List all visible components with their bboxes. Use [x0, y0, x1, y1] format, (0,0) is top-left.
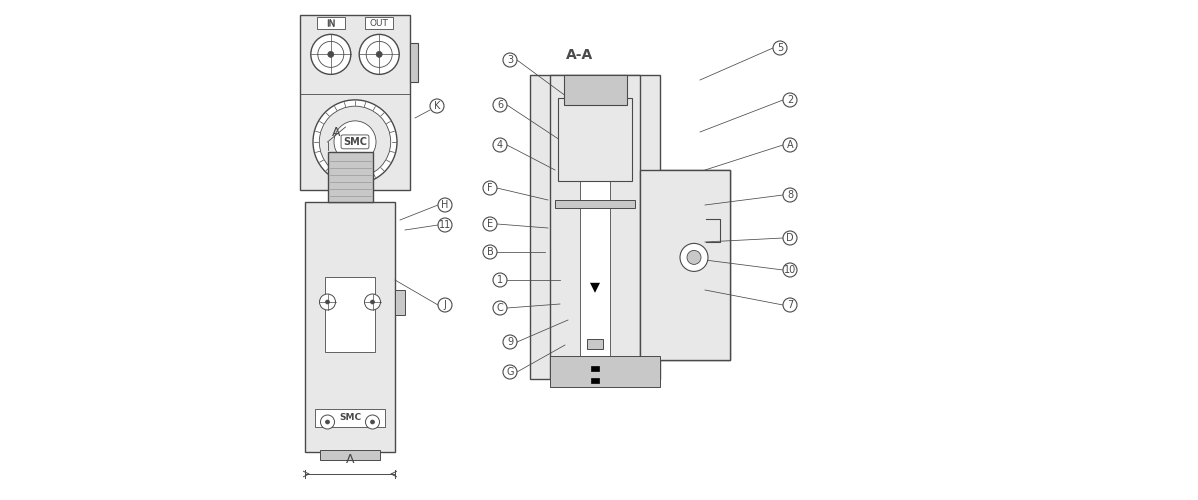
Circle shape — [370, 420, 375, 424]
Bar — [591, 378, 599, 383]
Circle shape — [320, 106, 391, 178]
Bar — [550, 356, 660, 386]
Text: 8: 8 — [787, 190, 793, 200]
Circle shape — [483, 245, 497, 259]
Bar — [365, 17, 393, 29]
Bar — [327, 152, 373, 202]
Text: IN: IN — [326, 18, 335, 28]
Circle shape — [334, 121, 376, 163]
Text: OUT: OUT — [370, 18, 388, 28]
Circle shape — [686, 250, 701, 264]
Bar — [315, 409, 385, 427]
Circle shape — [317, 42, 344, 68]
Circle shape — [783, 263, 797, 277]
Circle shape — [310, 34, 351, 74]
Text: J: J — [443, 300, 447, 310]
Text: 1: 1 — [497, 275, 503, 285]
Circle shape — [320, 294, 335, 310]
Circle shape — [783, 93, 797, 107]
Text: 2: 2 — [787, 95, 793, 105]
Text: SMC: SMC — [339, 414, 361, 422]
Circle shape — [321, 415, 334, 429]
Text: 10: 10 — [783, 265, 797, 275]
Circle shape — [503, 335, 518, 349]
Circle shape — [503, 365, 518, 379]
Text: A: A — [332, 126, 340, 139]
Circle shape — [773, 41, 787, 55]
Circle shape — [328, 52, 334, 58]
Text: F: F — [488, 183, 492, 193]
Circle shape — [313, 100, 397, 184]
Bar — [555, 200, 635, 208]
Text: D: D — [786, 233, 794, 243]
Text: K: K — [434, 101, 440, 111]
Bar — [550, 75, 640, 379]
Bar — [320, 450, 380, 460]
Circle shape — [494, 98, 507, 112]
Circle shape — [483, 181, 497, 195]
Circle shape — [326, 300, 329, 304]
Polygon shape — [530, 75, 730, 379]
Circle shape — [359, 34, 399, 74]
Circle shape — [483, 217, 497, 231]
Circle shape — [370, 300, 375, 304]
Circle shape — [326, 420, 329, 424]
Circle shape — [438, 198, 452, 212]
Text: 11: 11 — [438, 220, 452, 230]
Circle shape — [438, 298, 452, 312]
Bar — [395, 290, 405, 314]
Circle shape — [430, 99, 444, 113]
Circle shape — [494, 273, 507, 287]
Bar — [558, 98, 633, 182]
Bar — [316, 17, 345, 29]
Text: G: G — [507, 367, 514, 377]
Text: 3: 3 — [507, 55, 513, 65]
Text: E: E — [486, 219, 494, 229]
Text: IN: IN — [326, 20, 335, 29]
Text: C: C — [497, 303, 503, 313]
Bar — [325, 277, 375, 352]
Circle shape — [367, 42, 392, 68]
Bar — [580, 94, 610, 360]
Text: 4: 4 — [497, 140, 503, 150]
Bar — [300, 15, 410, 190]
Text: A: A — [787, 140, 793, 150]
Bar — [410, 43, 418, 82]
Bar — [305, 202, 395, 452]
Circle shape — [438, 218, 452, 232]
Text: H: H — [441, 200, 449, 210]
Text: 6: 6 — [497, 100, 503, 110]
Bar — [587, 338, 603, 348]
Text: B: B — [486, 247, 494, 257]
Circle shape — [783, 231, 797, 245]
Text: SMC: SMC — [343, 137, 367, 147]
Circle shape — [783, 188, 797, 202]
Circle shape — [364, 294, 381, 310]
Circle shape — [494, 138, 507, 152]
Circle shape — [783, 138, 797, 152]
Text: 9: 9 — [507, 337, 513, 347]
Circle shape — [783, 298, 797, 312]
Circle shape — [365, 415, 380, 429]
Text: 5: 5 — [776, 43, 783, 53]
Circle shape — [503, 53, 518, 67]
Circle shape — [376, 52, 382, 58]
Bar — [591, 366, 599, 372]
Text: A-A: A-A — [567, 48, 594, 62]
Circle shape — [680, 244, 708, 272]
Text: 7: 7 — [787, 300, 793, 310]
Circle shape — [494, 301, 507, 315]
Text: A: A — [346, 453, 355, 466]
Polygon shape — [589, 283, 600, 293]
Bar — [563, 75, 627, 106]
Bar — [640, 170, 730, 360]
